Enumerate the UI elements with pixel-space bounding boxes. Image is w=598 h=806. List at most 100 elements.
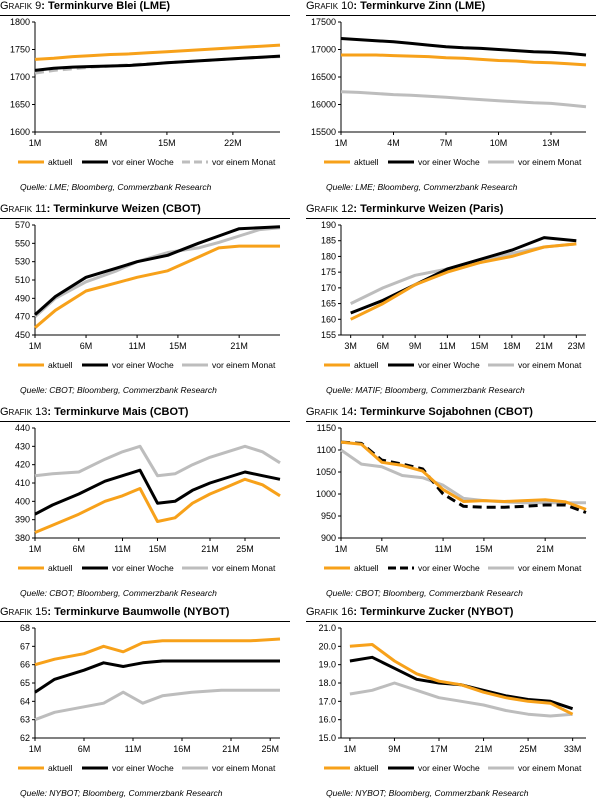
series-aktuell <box>349 643 574 716</box>
x-tick-label: 16M <box>173 744 191 754</box>
y-tick-label: 380 <box>15 533 30 543</box>
x-tick-label: 25M <box>236 544 254 554</box>
y-tick-label: 17.0 <box>318 696 336 706</box>
legend-label: vor einem Monat <box>212 157 276 167</box>
series-aktuell <box>34 637 281 667</box>
panel-grafik-10: Grafik 10: Terminkurve Zinn (LME) 15500 1… <box>306 0 596 200</box>
panel-title-text: Terminkurve Zucker (NYBOT) <box>360 606 514 618</box>
y-tick-label: 570 <box>15 220 30 230</box>
legend-label: vor einem Monat <box>518 360 582 370</box>
title-rule <box>0 15 290 16</box>
series-vor-einem-monat <box>33 226 281 318</box>
title-rule <box>0 421 290 422</box>
series-vor-einer-woche <box>340 440 587 514</box>
legend-label: vor einem Monat <box>518 563 582 573</box>
y-tick-label: 17500 <box>311 17 336 27</box>
y-tick-label: 190 <box>321 220 336 230</box>
line-chart: 450 470 490 510 530 550 570 1M 6M 11M 15M 21M aktuel… <box>15 220 281 370</box>
y-tick-label: 440 <box>15 423 30 433</box>
panel-prefix: Grafik 11 <box>0 203 47 215</box>
panel-grafik-14: Grafik 14: Terminkurve Sojabohnen (CBOT)… <box>306 406 596 606</box>
y-tick-label: 420 <box>15 460 30 470</box>
legend-label: vor einer Woche <box>112 360 174 370</box>
panel-grafik-12: Grafik 12: Terminkurve Weizen (Paris) 15… <box>306 203 596 403</box>
legend-label: vor einem Monat <box>212 763 276 773</box>
x-tick-label: 25M <box>519 744 537 754</box>
y-tick-label: 155 <box>321 330 336 340</box>
y-tick-label: 400 <box>15 496 30 506</box>
y-tick-label: 16500 <box>311 72 336 82</box>
x-tick-label: 6M <box>72 544 85 554</box>
source-note: Quelle: NYBOT; Bloomberg, Commerzbank Re… <box>326 788 529 798</box>
legend-label: aktuell <box>354 157 379 167</box>
y-tick-label: 410 <box>15 478 30 488</box>
legend-label: vor einer Woche <box>112 157 174 167</box>
source-note: Quelle: NYBOT; Bloomberg, Commerzbank Re… <box>20 788 223 798</box>
y-tick-label: 550 <box>15 238 30 248</box>
x-tick-label: 17M <box>430 744 448 754</box>
x-tick-label: 7M <box>440 138 453 148</box>
source-note: Quelle: LME; Bloomberg, Commerzbank Rese… <box>20 182 212 192</box>
legend-label: vor einer Woche <box>418 157 480 167</box>
panel-title-text: Terminkurve Mais (CBOT) <box>54 406 189 418</box>
y-tick-label: 490 <box>15 293 30 303</box>
y-tick-label: 64 <box>20 696 30 706</box>
y-tick-label: 20.0 <box>318 641 336 651</box>
x-tick-label: 1M <box>29 341 42 351</box>
legend-label: vor einer Woche <box>112 563 174 573</box>
y-tick-label: 510 <box>15 275 30 285</box>
panel-title: Grafik 12: Terminkurve Weizen (Paris) <box>306 203 596 219</box>
y-tick-label: 68 <box>20 623 30 633</box>
x-tick-label: 21M <box>201 544 219 554</box>
y-tick-label: 175 <box>321 267 336 277</box>
series-vor-einem-monat <box>34 444 281 478</box>
y-tick-label: 21.0 <box>318 623 336 633</box>
legend-label: vor einer Woche <box>418 563 480 573</box>
line-chart: 15.0 16.0 17.0 18.0 19.0 20.0 21.0 1M 9M 17M 21M 25… <box>318 623 586 773</box>
title-rule <box>0 218 290 219</box>
x-tick-label: 1M <box>29 544 42 554</box>
title-rule <box>306 621 596 622</box>
y-tick-label: 16000 <box>311 100 336 110</box>
x-tick-label: 11M <box>435 544 452 554</box>
panel-title-text: Terminkurve Weizen (Paris) <box>360 203 504 215</box>
legend-label: aktuell <box>48 360 73 370</box>
x-tick-label: 21M <box>222 744 240 754</box>
x-tick-label: 6M <box>78 744 91 754</box>
series-vor-einem-monat <box>349 681 573 718</box>
y-tick-label: 1050 <box>316 467 336 477</box>
panel-title: Grafik 11: Terminkurve Weizen (CBOT) <box>0 203 290 219</box>
x-tick-label: 1M <box>335 138 348 148</box>
legend-label: vor einer Woche <box>418 360 480 370</box>
x-tick-label: 9M <box>409 341 422 351</box>
panel-prefix: Grafik 15 <box>0 606 48 618</box>
legend-label: vor einem Monat <box>518 763 582 773</box>
y-tick-label: 1000 <box>316 489 336 499</box>
series-aktuell <box>341 53 587 67</box>
y-tick-label: 1650 <box>10 100 30 110</box>
x-tick-label: 13M <box>542 138 560 148</box>
y-tick-label: 62 <box>20 733 30 743</box>
series-vor-einem-monat <box>340 448 586 505</box>
x-tick-label: 18M <box>503 341 521 351</box>
x-tick-label: 11M <box>439 341 456 351</box>
source-note: Quelle: CBOT; Bloomberg, Commerzbank Res… <box>326 588 523 598</box>
series-vor-einer-woche <box>340 37 587 57</box>
panel-title: Grafik 13: Terminkurve Mais (CBOT) <box>0 406 290 422</box>
panel-grafik-15: Grafik 15: Terminkurve Baumwolle (NYBOT)… <box>0 606 290 806</box>
panel-title-text: Terminkurve Blei (LME) <box>48 0 171 12</box>
panel-prefix: Grafik 16 <box>306 606 354 618</box>
series-aktuell <box>34 477 281 534</box>
y-tick-label: 1800 <box>10 17 30 27</box>
series-vor-einem-monat <box>350 242 577 305</box>
y-tick-label: 67 <box>20 641 30 651</box>
line-chart: 15500 16000 16500 17000 17500 1M 4M 7M 10M 13M akt… <box>311 17 587 167</box>
x-tick-label: 22M <box>224 138 242 148</box>
y-tick-label: 530 <box>15 257 30 267</box>
x-tick-label: 11M <box>114 544 131 554</box>
x-tick-label: 9M <box>388 744 401 754</box>
legend-label: vor einem Monat <box>518 157 582 167</box>
x-tick-label: 33M <box>564 744 582 754</box>
series-vor-einer-woche <box>34 468 281 516</box>
y-tick-label: 430 <box>15 441 30 451</box>
